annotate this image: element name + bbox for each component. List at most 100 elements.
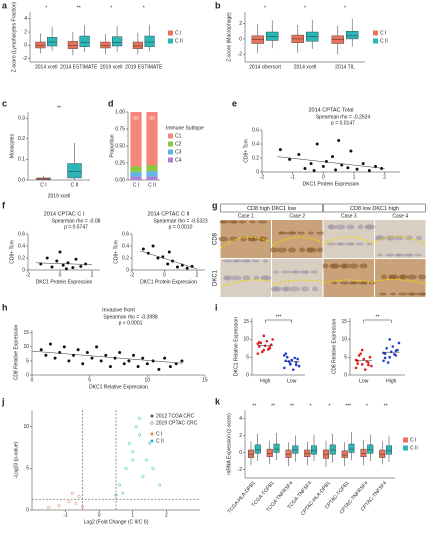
point [121, 491, 125, 495]
x-tick-label: 2019 ESTIMATE [125, 64, 163, 70]
point [309, 162, 313, 166]
point [297, 364, 301, 368]
x-tick-label: C II [71, 182, 79, 188]
panel-letter: g [212, 200, 218, 210]
x-axis-label: DKC1 Relative Expression [89, 384, 148, 390]
group-header: CD8 low DKC1 high [350, 206, 399, 212]
bar-segment [130, 171, 142, 177]
box [112, 36, 123, 47]
tissue [290, 286, 300, 292]
legend-swatch [373, 38, 378, 44]
tissue [355, 242, 364, 246]
point [315, 142, 319, 146]
point [388, 355, 392, 359]
tissue [242, 275, 251, 281]
y-tick-label: 0.1 [18, 157, 25, 163]
point [256, 352, 260, 355]
box [360, 448, 367, 457]
point [293, 356, 297, 360]
tissue [376, 235, 386, 241]
x-tick-label: 0 [322, 174, 325, 180]
point [77, 495, 81, 499]
panel-letter: a [2, 0, 8, 10]
y-axis-label: Z-score (Macrophage) [226, 12, 232, 62]
x-axis-label: 2019 xcell [48, 193, 71, 199]
point [66, 261, 70, 265]
tissue [308, 231, 314, 235]
legend-swatch [168, 38, 173, 44]
box [132, 41, 143, 49]
point [118, 350, 122, 355]
tissue [328, 224, 337, 230]
significance: *** [345, 403, 351, 409]
point [283, 354, 286, 357]
point [70, 491, 74, 495]
tissue [330, 263, 341, 269]
box [341, 450, 348, 458]
y-tick-label: 10 [23, 424, 29, 430]
point [393, 353, 396, 356]
tissue [251, 259, 260, 263]
point [158, 483, 162, 487]
tissue [389, 274, 399, 280]
point [355, 167, 359, 171]
x-axis-label: DKC1 Protein Expression [303, 181, 360, 187]
legend-marker [150, 439, 154, 443]
tissue [339, 281, 350, 285]
chart-title: Invasive front [102, 307, 135, 313]
annotation: Spearman rho = -0.2624 [316, 114, 371, 120]
bar-segment [130, 112, 142, 167]
point [134, 425, 138, 429]
case-label: Case 3 [341, 213, 357, 219]
significance: * [264, 5, 266, 11]
point [385, 346, 388, 350]
point [90, 356, 94, 360]
x-tick-label: 2 [195, 272, 198, 278]
point [145, 362, 149, 366]
x-tick-label: C II [148, 182, 156, 188]
y-tick-label: 0 [239, 36, 242, 42]
point [99, 359, 103, 363]
point [148, 441, 152, 445]
box [367, 444, 374, 454]
point [144, 458, 148, 462]
annotation: p = 0.0147 [331, 120, 355, 126]
x-tick-label: High [260, 378, 271, 384]
x-tick-label: 0 [163, 272, 166, 278]
box [266, 448, 273, 457]
tissue [277, 247, 287, 253]
y-tick-label: 0.4 [122, 243, 129, 249]
bar-label: ns [133, 115, 139, 121]
y-tick-label: -2 [23, 56, 28, 62]
legend-label: C II [380, 38, 388, 44]
significance: ** [271, 403, 275, 409]
y-axis-label: mRNA Expression (z-score) [226, 413, 232, 475]
significance: * [310, 403, 312, 409]
y-tick-label: 0.4 [18, 243, 25, 249]
box [79, 35, 90, 47]
x-tick-label: Low [287, 378, 297, 384]
point [266, 348, 270, 351]
y-tick-label: 15 [23, 330, 29, 336]
point [388, 338, 392, 341]
legend-title: Immune Subtype [166, 125, 204, 131]
point [367, 363, 370, 367]
y-tick-label: 5 [246, 355, 249, 361]
point [151, 244, 155, 248]
point [361, 162, 365, 166]
x-tick-label: 2 [165, 512, 168, 518]
y-tick-label: -2 [238, 52, 243, 58]
tissue [398, 292, 408, 296]
significance: * [110, 5, 112, 11]
x-tick-label: -2 [260, 174, 265, 180]
y-axis-label: DKC1 Relative Expression [233, 317, 239, 376]
y-tick-label: 1.00 [115, 109, 125, 115]
legend-label: C1 [175, 133, 182, 139]
panel-letter: e [232, 98, 237, 108]
tissue [292, 270, 300, 274]
row-label: DKC1 [213, 269, 219, 286]
point [258, 340, 261, 344]
point [124, 466, 128, 470]
tissue [248, 236, 259, 242]
y-tick-label: 0.00 [115, 177, 125, 183]
